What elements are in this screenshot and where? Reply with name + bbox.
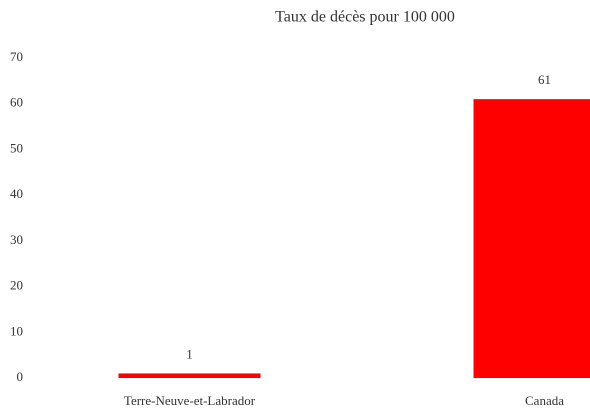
y-tick-label: 20 — [10, 278, 23, 293]
x-tick-label: Canada — [525, 393, 564, 408]
data-label: 1 — [186, 346, 193, 361]
y-tick-label: 70 — [10, 49, 23, 64]
data-label: 61 — [538, 72, 551, 87]
x-tick-label: Terre-Neuve-et-Labrador — [124, 393, 256, 408]
y-tick-label: 0 — [17, 369, 24, 384]
y-tick-label: 40 — [10, 186, 23, 201]
y-tick-label: 60 — [10, 95, 23, 110]
bar — [118, 373, 261, 378]
chart-title: Taux de décès pour 100 000 — [275, 9, 455, 26]
y-tick-label: 10 — [10, 323, 23, 338]
y-tick-label: 50 — [10, 140, 23, 155]
y-tick-label: 30 — [10, 232, 23, 247]
bar — [473, 99, 590, 379]
